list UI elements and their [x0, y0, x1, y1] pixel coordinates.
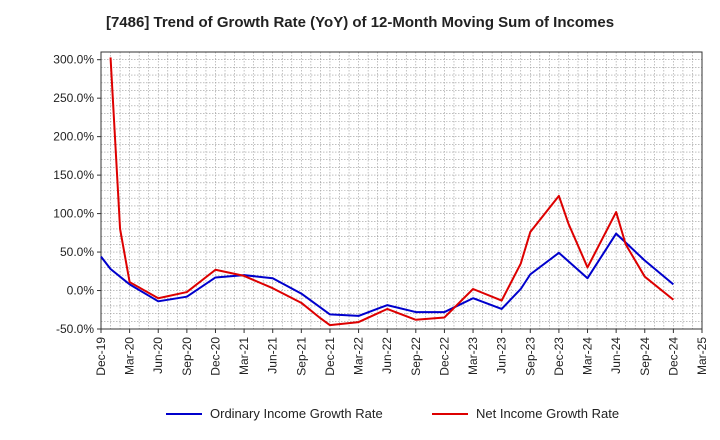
x-tick-label: Dec-19 — [94, 337, 108, 376]
series-layer — [100, 57, 675, 327]
x-tick-label: Sep-21 — [294, 337, 308, 376]
chart-title: [7486] Trend of Growth Rate (YoY) of 12-… — [105, 14, 615, 31]
x-tick-label: Mar-22 — [352, 337, 366, 375]
x-tick-label: Mar-21 — [237, 337, 251, 375]
y-tick-label: 150.0% — [53, 168, 94, 182]
y-tick-label: 300.0% — [53, 53, 94, 67]
legend-label: Net Income Growth Rate — [476, 406, 619, 421]
x-tick-label: Dec-24 — [666, 337, 680, 376]
y-tick-label: 250.0% — [53, 91, 94, 105]
x-tick-label: Sep-20 — [180, 337, 194, 376]
net-income-growth-line — [109, 57, 675, 327]
legend: Ordinary Income Growth Rate Net Income Gr… — [166, 406, 619, 421]
x-tick-label: Mar-20 — [123, 337, 137, 375]
x-tick-label: Jun-20 — [151, 337, 165, 374]
x-tick-label: Sep-24 — [638, 337, 652, 376]
x-tick-label: Dec-20 — [208, 337, 222, 376]
x-tick-label: Jun-22 — [380, 337, 394, 374]
x-tick-label: Jun-21 — [266, 337, 280, 374]
x-tick-label: Jun-23 — [495, 337, 509, 374]
x-tick-label: Mar-25 — [695, 337, 709, 375]
y-tick-label: 50.0% — [60, 245, 94, 259]
y-tick-label: 200.0% — [53, 130, 94, 144]
plot-frame — [100, 51, 703, 330]
x-tick-label: Dec-23 — [552, 337, 566, 376]
x-tick-label: Mar-23 — [466, 337, 480, 375]
x-tick-label: Dec-22 — [437, 337, 451, 376]
legend-label: Ordinary Income Growth Rate — [210, 406, 383, 421]
grid-layer — [100, 51, 703, 330]
x-axis: Dec-19 Mar-20 Jun-20 Sep-20 Dec-20 Mar-21 Jun-… — [94, 329, 709, 376]
x-tick-label: Mar-24 — [581, 337, 595, 375]
ordinary-income-growth-line — [100, 232, 675, 317]
x-tick-label: Dec-21 — [323, 337, 337, 376]
x-tick-label: Jun-24 — [609, 337, 623, 374]
y-tick-label: 0.0% — [67, 284, 95, 298]
y-tick-label: -50.0% — [56, 322, 94, 336]
x-tick-label: Sep-22 — [409, 337, 423, 376]
y-tick-label: 100.0% — [53, 207, 94, 221]
y-axis: -50.0% 0.0% 50.0% 100.0% 150.0% 200.0% 250.0% 3… — [53, 53, 101, 336]
x-tick-label: Sep-23 — [523, 337, 537, 376]
